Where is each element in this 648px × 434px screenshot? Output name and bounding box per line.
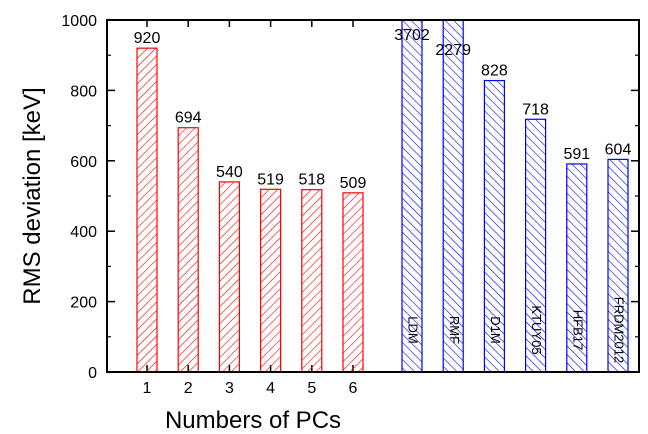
bar-value-label: 694	[175, 110, 202, 127]
bar-labels-group: 920 694 540 519 518 509 3702 LDM 2279 RMF 828 D1M 71…	[134, 27, 632, 363]
x-tick-label: 2	[184, 380, 193, 397]
y-tick-label: 600	[70, 154, 97, 171]
bar-value-label: 718	[522, 101, 549, 118]
model-name-label: KTUY05	[529, 305, 544, 354]
y-tick-label: 0	[88, 365, 97, 382]
bar-2	[177, 127, 199, 372]
bar-value-label: 591	[563, 146, 590, 163]
bars-group	[136, 20, 629, 372]
x-tick-label: 5	[307, 380, 316, 397]
y-axis-title: RMS deviation [keV]	[19, 87, 46, 304]
model-name-label: FRDM2012	[612, 297, 627, 363]
x-tick-label: 1	[143, 380, 152, 397]
x-axis-ticks: 1 2 3 4 5 6	[143, 20, 358, 397]
model-name-label: HFB17	[570, 310, 585, 350]
plot-frame	[106, 19, 640, 373]
x-tick-label: 6	[349, 380, 358, 397]
bar-value-label: 2279	[435, 42, 471, 59]
bar-value-label: 540	[216, 164, 243, 181]
model-name-label: D1M	[488, 316, 503, 343]
y-tick-label: 800	[70, 83, 97, 100]
bar-value-label: 3702	[394, 27, 430, 44]
bar-rmf	[442, 20, 464, 372]
bar-1	[136, 47, 158, 372]
model-name-label: LDM	[406, 316, 421, 343]
bar-6	[342, 192, 364, 372]
bar-frdm2012	[607, 158, 629, 372]
model-name-label: RMF	[447, 316, 462, 344]
x-tick-label: 4	[266, 380, 275, 397]
bar-value-label: 518	[298, 172, 325, 189]
bar-3	[218, 181, 240, 372]
bar-4	[260, 188, 282, 372]
y-axis-ticks: 0 200 400 600 800 1000	[61, 13, 639, 382]
bar-ldm	[401, 20, 423, 372]
bar-value-label: 509	[340, 175, 367, 192]
y-tick-label: 200	[70, 295, 97, 312]
y-tick-label: 400	[70, 224, 97, 241]
bar-5	[301, 189, 323, 372]
x-tick-label: 3	[225, 380, 234, 397]
bar-value-label: 519	[257, 171, 284, 188]
y-tick-label: 1000	[61, 13, 97, 30]
bar-value-label: 604	[605, 141, 632, 158]
bar-value-label: 828	[481, 63, 508, 80]
bar-hfb17	[566, 163, 588, 372]
bar-value-label: 920	[134, 30, 161, 47]
x-axis-title: Numbers of PCs	[165, 407, 341, 434]
